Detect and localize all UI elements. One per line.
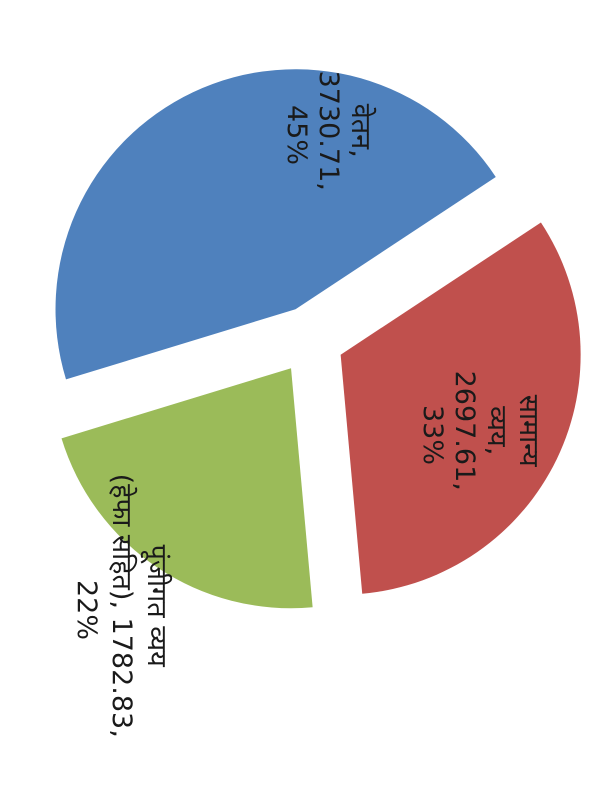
label-capital-line-1: पूंजीगत व्यय (140, 545, 173, 668)
label-salary-line-3: 45% (281, 105, 312, 165)
label-salary: वेतन, 3730.71, 45% (281, 71, 377, 200)
label-general-line-4: 33% (417, 405, 448, 465)
label-capital-line-3: 22% (71, 580, 102, 640)
slice-capital-expense (61, 368, 313, 609)
label-general-line-3: 2697.61, (449, 371, 480, 491)
svg-text:पूंजीगत व्यय (हेफा सहित): पूंजीगत व्यय (हेफा सहित), 1782.83, 22% (71, 474, 173, 747)
slice-general-expense (340, 222, 581, 594)
label-general-line-2: व्यय, (481, 406, 512, 455)
label-salary-line-1: वेतन, (345, 104, 377, 158)
label-salary-line-2: 3730.71, (313, 71, 344, 191)
label-capital-line-2: (हेफा सहित), 1782.83, (106, 474, 138, 738)
svg-text:सामान्य व्यय, 2697: सामान्य व्यय, 2697.61, 33% (417, 371, 544, 500)
label-general-line-1: सामान्य (513, 395, 544, 468)
svg-text:वेतन, 3730.71, 45%: वेतन, 3730.71, 45% (281, 71, 377, 200)
label-general-expense: सामान्य व्यय, 2697.61, 33% (417, 371, 544, 500)
slice-salary (55, 69, 496, 380)
label-capital-expense: पूंजीगत व्यय (हेफा सहित), 1782.83, 22% (71, 474, 173, 747)
pie-slices (55, 69, 581, 609)
